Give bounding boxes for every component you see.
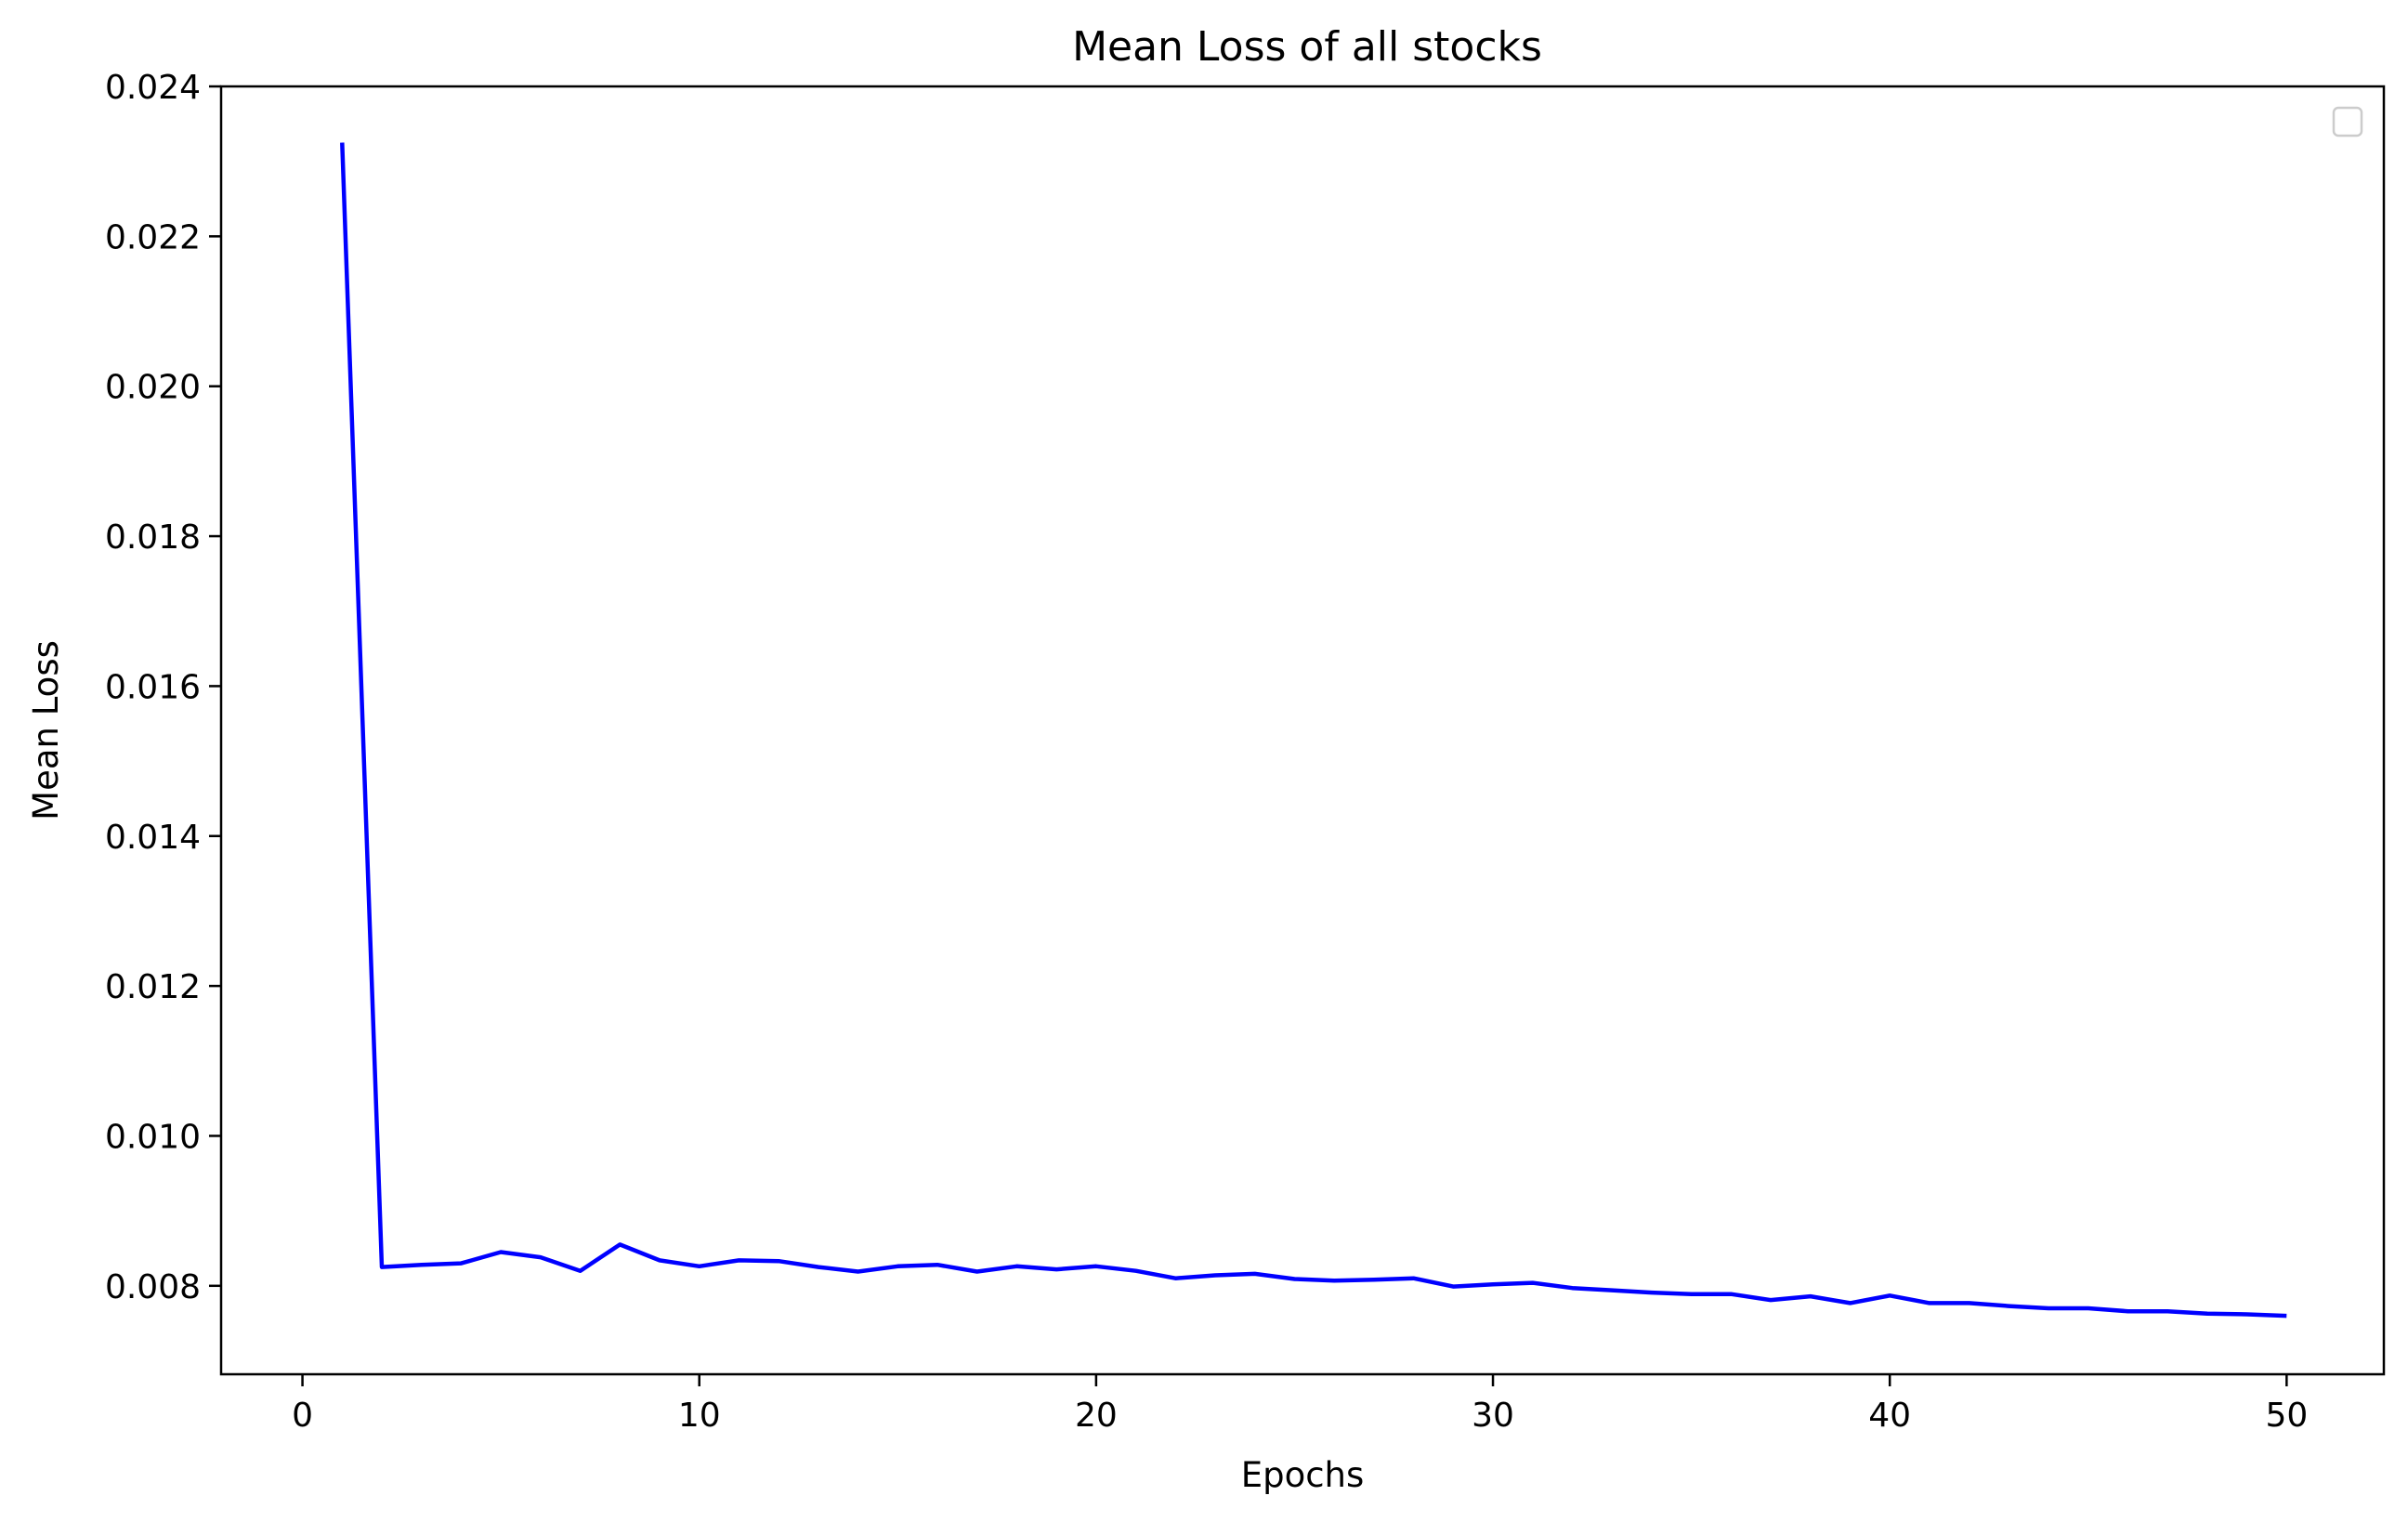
x-tick-label: 40 (1868, 1397, 1911, 1435)
y-tick-label: 0.010 (105, 1118, 201, 1156)
y-tick-label: 0.008 (105, 1268, 201, 1306)
series-layer (340, 142, 2287, 1319)
y-tick-label: 0.020 (105, 369, 201, 407)
x-tick-label: 20 (1075, 1397, 1118, 1435)
y-tick-label: 0.014 (105, 819, 201, 857)
series-line-0 (340, 142, 2287, 1319)
x-axis-ticks: 0 10 20 30 40 50 (292, 1374, 2308, 1435)
y-tick-label: 0.016 (105, 668, 201, 706)
x-tick-label: 10 (678, 1397, 721, 1435)
legend-box (2332, 106, 2363, 138)
y-axis-label: Mean Loss (26, 640, 66, 820)
chart-title: Mean Loss of all stocks (1072, 23, 1542, 71)
x-tick-label: 50 (2265, 1397, 2308, 1435)
y-tick-label: 0.024 (105, 69, 201, 107)
y-tick-label: 0.018 (105, 518, 201, 557)
x-tick-label: 0 (292, 1397, 313, 1435)
y-axis-ticks: 0.008 0.010 0.012 0.014 0.016 0.018 0.020 0.022… (105, 69, 221, 1306)
x-axis-label: Epochs (1241, 1455, 1365, 1495)
y-tick-label: 0.022 (105, 218, 201, 256)
y-tick-label: 0.012 (105, 968, 201, 1006)
x-tick-label: 30 (1472, 1397, 1514, 1435)
plot-frame (219, 85, 2386, 1376)
